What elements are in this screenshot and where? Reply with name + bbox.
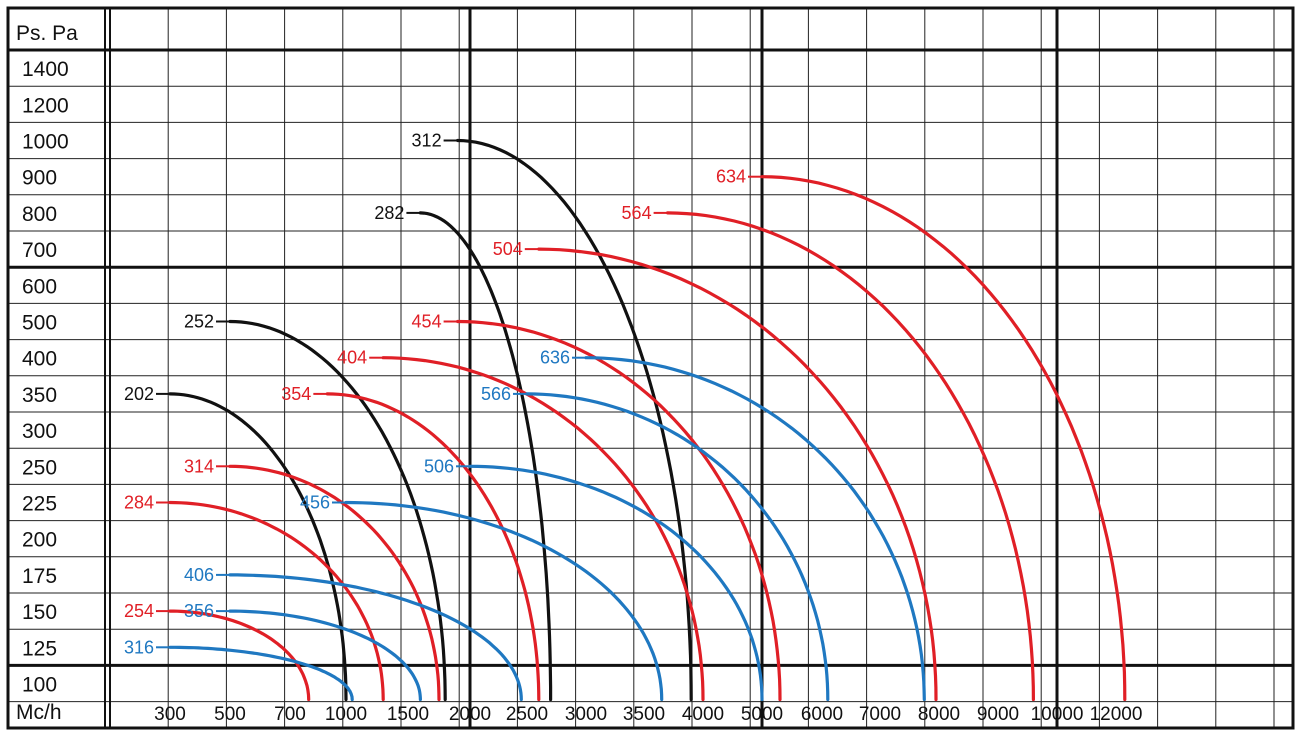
y-tick-label: 200 [22,529,57,552]
y-tick-label: 350 [22,384,57,407]
y-tick-label: 100 [22,674,57,697]
curve-label-456: 456 [300,493,330,513]
curve-284 [168,500,385,702]
x-tick-label: 2500 [506,704,548,725]
y-tick-label: 1200 [22,94,69,117]
x-tick-label: 4000 [682,704,724,725]
curve-label-454: 454 [412,312,442,332]
x-tick-label: 2000 [449,704,491,725]
x-tick-label: 12000 [1090,704,1143,725]
curve-label-254: 254 [124,601,154,621]
curve-454 [456,319,782,702]
curve-label-252: 252 [184,312,214,332]
curve-label-282: 282 [374,203,404,223]
curve-label-312: 312 [412,131,442,151]
y-tick-label: 125 [22,637,57,660]
y-tick-label: 800 [22,203,57,226]
x-axis-title: Mc/h [16,701,62,724]
y-axis-title: Ps. Pa [16,22,78,45]
curve-564 [666,211,1035,702]
y-tick-label: 400 [22,348,57,371]
y-tick-label: 225 [22,493,57,516]
curve-356 [228,609,422,702]
y-tick-label: 1400 [22,58,69,81]
y-tick-label: 600 [22,275,57,298]
curve-506 [468,464,764,702]
curve-282 [418,211,553,702]
curve-label-504: 504 [493,239,523,259]
curve-504 [537,247,938,702]
curve-label-406: 406 [184,565,214,585]
x-tick-label: 3000 [565,704,607,725]
curve-634 [760,175,1127,702]
curve-label-636: 636 [540,348,570,368]
curve-label-356: 356 [184,601,214,621]
grid [6,6,1295,730]
curve-254 [168,609,311,702]
x-tick-label: 7000 [859,704,901,725]
curve-636 [584,356,926,702]
curve-label-564: 564 [622,203,652,223]
curve-316 [168,645,354,702]
x-tick-label: 5000 [741,704,783,725]
chart-frame [6,6,1295,730]
curve-566 [525,392,830,702]
curve-252 [228,319,447,702]
y-tick-label: 500 [22,312,57,335]
curve-label-284: 284 [124,493,154,513]
y-tick-label: 700 [22,239,57,262]
y-tick-label: 1000 [22,131,69,154]
curve-406 [228,573,523,702]
curve-label-566: 566 [481,384,511,404]
curves: 202 252 282 312 254 284 314 354 404 454 504 564 634 3… [124,131,1127,702]
x-tick-label: 8000 [918,704,960,725]
x-tick-label: 9000 [977,704,1019,725]
curve-label-404: 404 [337,348,367,368]
y-tick-label: 175 [22,565,57,588]
x-tick-label: 300 [154,704,186,725]
x-tick-label: 1500 [387,704,429,725]
y-tick-label: 900 [22,167,57,190]
x-tick-label: 10000 [1031,704,1084,725]
curve-label-314: 314 [184,456,214,476]
x-tick-label: 6000 [801,704,843,725]
curve-456 [344,500,664,702]
curve-354 [325,392,541,702]
curve-202 [168,392,348,702]
curve-label-506: 506 [424,456,454,476]
curve-label-202: 202 [124,384,154,404]
curve-314 [228,464,441,702]
curve-label-354: 354 [281,384,311,404]
y-tick-label: 150 [22,601,57,624]
curve-404 [381,356,705,702]
curve-label-634: 634 [716,167,746,187]
x-tick-label: 500 [214,704,246,725]
x-tick-label: 3500 [623,704,665,725]
y-tick-label: 300 [22,420,57,443]
x-tick-label: 700 [274,704,306,725]
y-tick-label: 250 [22,456,57,479]
curve-label-316: 316 [124,637,154,657]
x-tick-label: 1000 [325,704,367,725]
curve-312 [456,138,693,702]
